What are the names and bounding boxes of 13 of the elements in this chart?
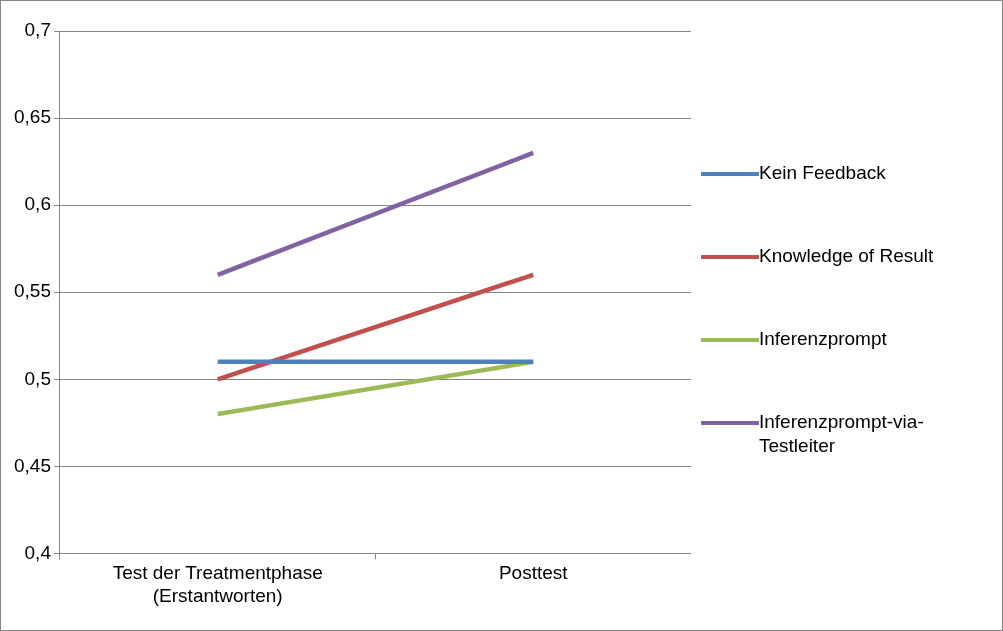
legend-label: Inferenzprompt xyxy=(759,327,888,351)
y-tick-label: 0,7 xyxy=(24,19,51,41)
x-tick-label: Test der Treatmentphase (Erstantworten) xyxy=(112,562,323,606)
legend-label: Kein Feedback xyxy=(759,161,887,185)
legend-label: Knowledge of Result xyxy=(759,244,935,268)
y-tick-label: 0,4 xyxy=(24,541,52,563)
y-tick-label: 0,5 xyxy=(24,367,51,389)
x-tick-label: Posttest xyxy=(498,562,569,584)
y-tick-label: 0,6 xyxy=(24,193,51,215)
y-tick-label: 0,65 xyxy=(14,106,51,128)
y-tick-label: 0,45 xyxy=(14,454,51,476)
y-tick-label: 0,55 xyxy=(14,280,51,302)
legend-label: Inferenzprompt-via-Testleiter xyxy=(759,410,925,458)
